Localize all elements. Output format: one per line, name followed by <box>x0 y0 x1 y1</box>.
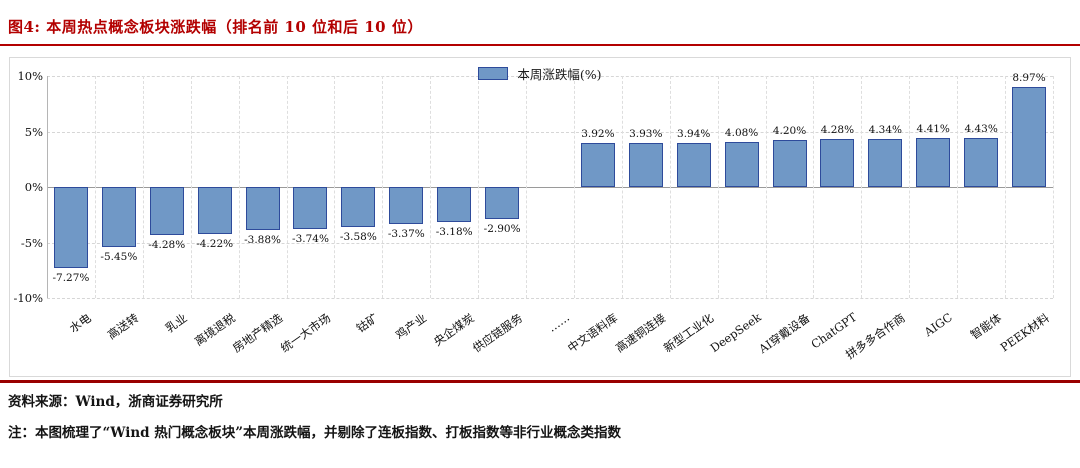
bar <box>916 138 951 187</box>
v-gridline <box>909 76 911 298</box>
v-gridline <box>142 76 144 298</box>
bar-value-label: -2.90% <box>483 223 521 236</box>
bar <box>101 187 136 248</box>
legend-label: 本周涨跌幅(%) <box>517 67 602 82</box>
bar-value-label: -3.37% <box>387 228 425 241</box>
legend-swatch-icon <box>478 67 509 80</box>
x-axis-category-label: 供应链服务 <box>469 310 525 356</box>
v-gridline <box>717 76 719 298</box>
title-divider <box>0 44 1080 46</box>
bar-value-label: 4.41% <box>916 123 950 136</box>
bar-value-label: -4.28% <box>148 238 186 251</box>
x-axis-category-label: 乳业 <box>162 310 190 336</box>
y-axis-tick-label: -10% <box>13 291 43 305</box>
y-axis-tick-label: -5% <box>20 235 43 250</box>
v-gridline <box>957 76 959 298</box>
zero-gridline <box>47 187 1053 188</box>
v-gridline <box>430 76 432 298</box>
bar-value-label: -7.27% <box>52 271 90 284</box>
bar <box>485 187 520 220</box>
bar-value-label: -3.88% <box>244 234 282 247</box>
bar <box>820 139 855 187</box>
x-axis-category-label: …… <box>545 310 573 335</box>
v-gridline <box>286 76 288 298</box>
bar <box>437 187 472 223</box>
bar <box>676 143 711 187</box>
chart-legend: 本周涨跌幅(%) <box>10 64 1070 83</box>
h-gridline <box>47 131 1053 133</box>
bar-value-label: -4.22% <box>196 237 234 250</box>
bar <box>245 187 280 231</box>
bar-value-label: 8.97% <box>1012 72 1046 85</box>
x-axis-category-label: 钴矿 <box>354 310 381 336</box>
plot-area: 10% 5% 0% -5% -10% -7.27% 水电 -5.45% 高送转 -4.28% 乳业 -… <box>10 58 1070 376</box>
v-gridline <box>1005 76 1007 298</box>
note-text: 注：本图梳理了“Wind 热门概念板块”本周涨跌幅，并剔除了连板指数、打板指数等… <box>8 425 622 441</box>
footer-divider <box>0 380 1080 383</box>
bar <box>772 140 807 187</box>
bar-value-label: 4.43% <box>964 122 998 135</box>
bar-value-label: -3.58% <box>339 230 377 243</box>
bar <box>53 187 88 268</box>
source-text: 资料来源：Wind，浙商证券研究所 <box>8 394 223 410</box>
bar <box>197 187 232 234</box>
x-axis-category-label: 鸡产业 <box>392 310 429 343</box>
bar <box>293 187 328 229</box>
h-gridline <box>47 242 1053 244</box>
bar-value-label: 3.92% <box>581 128 615 141</box>
bar-value-label: -3.18% <box>435 226 473 239</box>
x-axis-category-label: DeepSeek <box>707 310 764 356</box>
v-gridline <box>94 76 96 298</box>
v-gridline <box>238 76 240 298</box>
h-gridline <box>47 76 1053 77</box>
figure-title: 图4: 本周热点概念板块涨跌幅（排名前 10 位和后 10 位） <box>8 18 423 36</box>
bar <box>628 143 663 187</box>
bar-value-label: 4.34% <box>868 123 902 136</box>
y-axis-tick-label: 5% <box>24 124 43 139</box>
y-axis-tick-label: 0% <box>24 180 43 194</box>
v-gridline <box>765 76 767 298</box>
x-axis-category-label: AI穿戴设备 <box>755 310 813 357</box>
v-gridline <box>861 76 863 298</box>
v-gridline <box>478 76 480 298</box>
bar-chart: 本周涨跌幅(%) 10% 5% 0% -5% -10% -7.27% 水电 -5.45% 高送转… <box>9 57 1071 377</box>
x-axis-category-label: 高速铜连接 <box>613 310 669 356</box>
v-gridline <box>526 76 528 298</box>
bar <box>724 141 759 187</box>
v-gridline <box>813 76 815 298</box>
bar-value-label: 3.93% <box>629 128 663 141</box>
x-axis-category-label: AIGC <box>921 310 956 340</box>
bar-value-label: 3.94% <box>677 128 711 141</box>
bar-value-label: 4.20% <box>772 125 807 138</box>
bar <box>580 143 615 187</box>
v-gridline <box>382 76 384 298</box>
x-axis-category-label: PEEK材料 <box>997 310 1052 355</box>
v-gridline <box>334 76 336 298</box>
x-axis-category-label: 统一大市场 <box>277 310 334 356</box>
x-axis-category-label: 智能体 <box>967 310 1004 343</box>
v-gridline <box>669 76 671 298</box>
y-axis-tick-label: 10% <box>17 69 43 83</box>
v-gridline <box>573 76 575 298</box>
bar-value-label: -3.74% <box>292 232 329 245</box>
x-axis-category-label: 中文语料库 <box>565 310 621 356</box>
bar <box>964 137 999 187</box>
bar-value-label: 4.28% <box>820 124 855 137</box>
v-gridline <box>190 76 192 298</box>
y-axis-line <box>47 76 48 298</box>
bar <box>1012 87 1047 187</box>
bar <box>868 138 903 187</box>
v-gridline <box>621 76 623 298</box>
v-gridline <box>1053 76 1054 298</box>
x-axis-category-label: 新型工业化 <box>661 310 717 356</box>
bar <box>389 187 424 225</box>
bar-value-label: -5.45% <box>100 251 138 264</box>
bar-value-label: 4.08% <box>724 126 759 139</box>
bar <box>341 187 376 227</box>
x-axis-category-label: 房地产精选 <box>230 310 286 356</box>
x-axis-category-label: 高送转 <box>105 310 142 343</box>
h-gridline <box>47 298 1053 299</box>
x-axis-category-label: 水电 <box>66 310 94 336</box>
bar <box>149 187 184 235</box>
